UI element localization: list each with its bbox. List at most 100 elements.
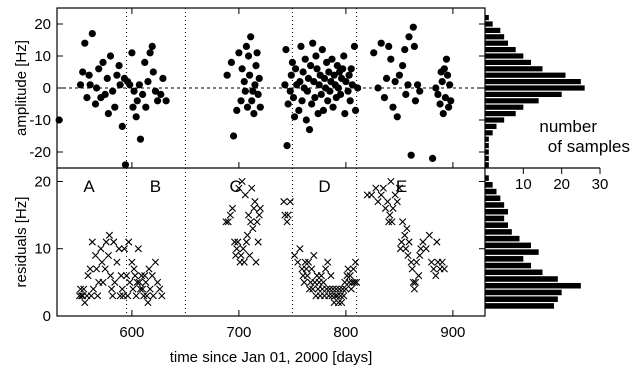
bot-hist-bar-11 xyxy=(485,229,512,235)
bot-point-176 xyxy=(407,258,415,266)
top-hist-bar-19 xyxy=(485,40,508,46)
bot-point-155 xyxy=(374,198,382,206)
segment-dividers xyxy=(126,8,358,316)
top-point-56 xyxy=(243,103,252,111)
bot-point-65-b xyxy=(226,211,234,219)
bot-point-45-b xyxy=(134,245,142,253)
top-point-157 xyxy=(434,90,442,98)
bot-point-67-b xyxy=(231,238,239,246)
top-point-126 xyxy=(345,71,353,79)
top-point-34 xyxy=(139,90,147,98)
top-point-164 xyxy=(442,55,451,63)
top-point-155 xyxy=(428,154,437,162)
bot-point-139-b xyxy=(340,292,348,300)
top-point-149 xyxy=(407,151,415,159)
bot-hist-bar-2 xyxy=(485,289,562,296)
bot-hist-bar-5 xyxy=(485,269,543,276)
top-point-5 xyxy=(85,71,93,79)
bot-point-139 xyxy=(340,292,348,300)
top-point-153 xyxy=(413,81,422,89)
top-point-8 xyxy=(91,100,100,108)
bot-xtick-label-3: 900 xyxy=(440,324,465,341)
bot-point-154-b xyxy=(372,184,380,192)
bot-point-32 xyxy=(118,285,126,293)
bot-point-2-b xyxy=(78,292,86,300)
bot-point-171-b xyxy=(401,231,409,239)
top-point-1 xyxy=(76,81,85,89)
top-point-131 xyxy=(351,106,360,114)
bot-point-134 xyxy=(334,298,342,307)
bot-point-153-b xyxy=(367,191,376,199)
bot-point-96-b xyxy=(286,198,294,206)
top-point-15 xyxy=(104,110,112,118)
top-point-87 xyxy=(302,116,310,124)
bot-point-18-b xyxy=(99,278,107,286)
bot-point-41 xyxy=(130,265,138,273)
top-hist-bar-23 xyxy=(485,15,489,21)
top-hist-bar-8 xyxy=(485,111,516,117)
bot-point-39-b xyxy=(128,258,136,266)
bot-point-109-b xyxy=(308,265,316,273)
bot-point-84-b xyxy=(249,224,257,233)
bot-point-70-b xyxy=(234,238,242,246)
bot-point-31-b xyxy=(117,272,125,280)
top-point-163 xyxy=(441,94,450,102)
bot-point-97-b xyxy=(290,251,299,260)
top-point-67 xyxy=(255,74,263,82)
top-point-137 xyxy=(382,74,391,82)
bot-point-157 xyxy=(379,184,387,192)
top-point-122 xyxy=(340,52,348,60)
bot-point-24 xyxy=(107,285,116,293)
top-point-98 xyxy=(314,110,322,118)
bot-point-174 xyxy=(404,251,412,260)
top-point-96 xyxy=(312,52,320,60)
top-hist-bar-22 xyxy=(485,21,493,27)
bot-point-81 xyxy=(246,251,254,260)
top-hist-bar-16 xyxy=(485,59,531,65)
top-point-50 xyxy=(235,49,243,57)
bot-point-138-b xyxy=(339,285,347,293)
bot-point-128-b xyxy=(328,292,336,300)
bot-point-51 xyxy=(141,272,149,280)
top-point-2 xyxy=(79,68,87,76)
bot-point-88-b xyxy=(253,218,261,226)
bot-point-97 xyxy=(290,251,299,260)
bot-point-30 xyxy=(116,292,124,300)
bot-point-146-b xyxy=(347,285,355,293)
bot-point-183-b xyxy=(416,251,424,260)
bot-point-39 xyxy=(128,258,136,266)
segment-labels: A B C D E xyxy=(83,177,407,196)
top-point-151 xyxy=(410,42,418,51)
bot-point-162-b xyxy=(387,177,395,186)
bot-point-14 xyxy=(94,292,102,300)
bot-point-62-b xyxy=(158,292,166,300)
bot-point-161-b xyxy=(386,211,394,219)
bot-point-169-b xyxy=(397,238,406,246)
bot-point-71 xyxy=(235,184,243,192)
top-hist-bar-11 xyxy=(485,91,562,97)
bot-point-83 xyxy=(248,184,256,192)
bot-point-82 xyxy=(247,218,255,226)
bot-point-20 xyxy=(102,238,110,246)
bot-point-23-b xyxy=(106,272,115,280)
top-point-21 xyxy=(116,81,124,89)
bot-point-92 xyxy=(280,198,288,206)
top-point-121 xyxy=(339,65,347,73)
top-hist-bar-12 xyxy=(485,85,585,91)
top-hist-bar-15 xyxy=(485,66,543,72)
bot-point-172 xyxy=(402,245,410,253)
bot-point-10-b xyxy=(88,238,96,246)
bot-point-86 xyxy=(251,198,259,206)
bot-point-185 xyxy=(419,238,427,246)
bot-point-22-b xyxy=(105,231,114,239)
bot-point-103-b xyxy=(301,258,309,266)
bot-point-71-b xyxy=(235,184,243,192)
bot-point-58 xyxy=(149,292,157,300)
segment-label-E: E xyxy=(396,177,407,196)
bot-point-159-b xyxy=(384,198,392,206)
bot-point-182 xyxy=(415,272,423,280)
top-point-38 xyxy=(146,49,154,57)
bot-point-28 xyxy=(113,258,121,266)
bot-point-46 xyxy=(135,278,143,286)
top-hist-bar-6 xyxy=(485,123,497,129)
